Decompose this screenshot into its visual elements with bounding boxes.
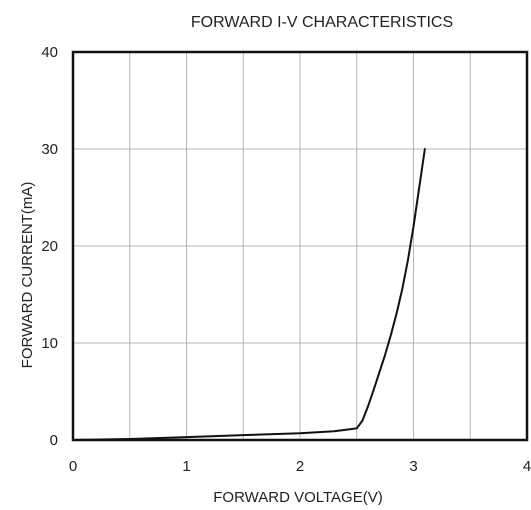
- series-line: [72, 148, 426, 441]
- x-tick-label: 4: [523, 458, 531, 475]
- plot-frame: [71, 50, 529, 442]
- y-tick-label: 20: [41, 238, 58, 255]
- x-axis-label: FORWARD VOLTAGE(V): [213, 489, 382, 506]
- y-tick-label: 30: [41, 141, 58, 158]
- y-tick-label: 10: [41, 335, 58, 352]
- x-tick-label: 1: [182, 458, 190, 475]
- x-tick-label: 0: [69, 458, 77, 475]
- x-tick-label: 3: [409, 458, 417, 475]
- series-group: [72, 148, 426, 441]
- y-axis-label: FORWARD CURRENT(mA): [19, 182, 36, 369]
- plot-frame-group: [71, 50, 529, 442]
- grid-lines: [73, 52, 527, 440]
- y-tick-label: 0: [50, 432, 58, 449]
- chart-title: FORWARD I-V CHARACTERISTICS: [191, 14, 453, 31]
- y-tick-label: 40: [41, 44, 58, 61]
- x-tick-label: 2: [296, 458, 304, 475]
